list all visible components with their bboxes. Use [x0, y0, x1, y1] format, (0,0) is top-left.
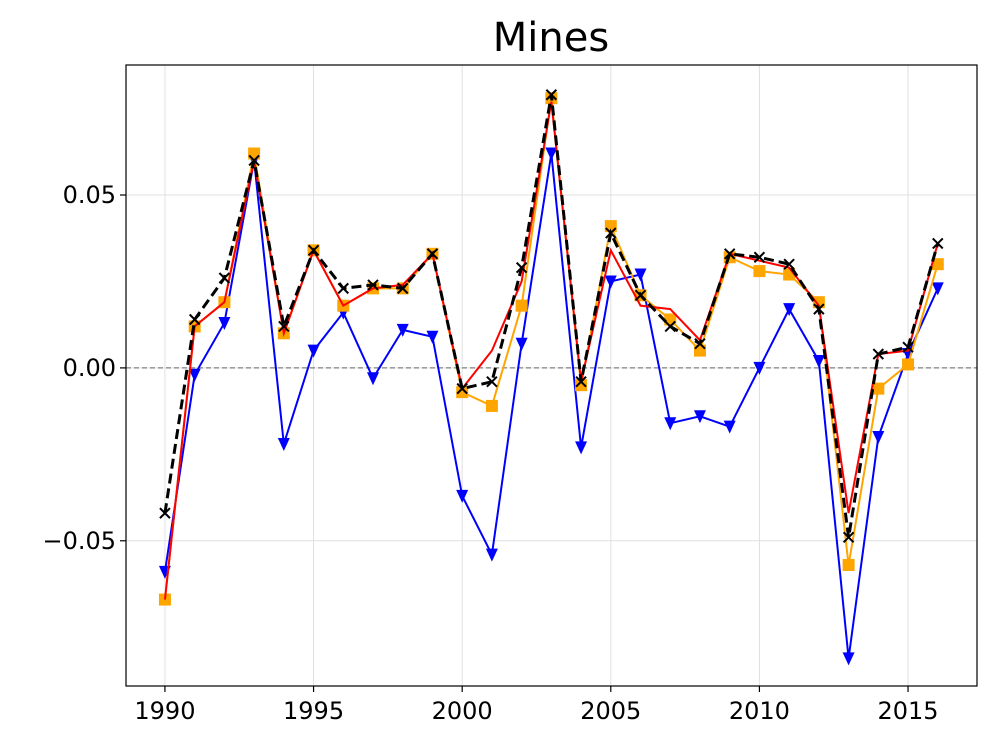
marker	[931, 282, 944, 296]
marker	[693, 344, 706, 357]
marker	[694, 337, 706, 350]
marker	[248, 154, 260, 167]
chart-title: Mines	[493, 15, 609, 61]
marker	[426, 330, 439, 344]
marker	[277, 437, 290, 451]
marker	[456, 382, 468, 395]
marker	[485, 548, 498, 562]
marker	[902, 358, 915, 371]
marker	[664, 320, 676, 333]
x-tick-label: 2000	[432, 697, 493, 725]
marker	[367, 372, 380, 386]
marker	[604, 275, 617, 289]
marker	[783, 258, 795, 270]
marker	[575, 376, 587, 388]
marker	[218, 272, 231, 284]
plot-area	[158, 89, 944, 666]
marker	[753, 265, 766, 278]
marker	[545, 89, 558, 101]
marker	[575, 441, 588, 455]
marker	[456, 386, 469, 399]
marker	[337, 282, 349, 295]
marker	[693, 410, 706, 424]
marker	[485, 399, 498, 412]
marker	[931, 258, 944, 271]
marker	[783, 303, 796, 317]
marker	[664, 313, 677, 326]
marker	[723, 420, 736, 434]
marker	[842, 652, 855, 666]
x-tick-label: 2015	[878, 697, 939, 725]
marker	[902, 341, 914, 353]
marker	[278, 320, 290, 333]
y-tick-label: −0.05	[42, 527, 116, 555]
marker	[486, 376, 498, 388]
marker	[605, 227, 617, 239]
marker	[426, 248, 439, 260]
y-tick-label: 0.05	[63, 181, 116, 209]
y-tick-label: 0.00	[63, 354, 116, 382]
marker	[634, 268, 647, 282]
marker	[515, 337, 528, 351]
marker	[664, 417, 677, 431]
marker	[397, 282, 409, 295]
marker	[307, 244, 320, 257]
marker	[307, 344, 320, 358]
marker	[188, 313, 201, 326]
marker	[218, 316, 231, 330]
marker	[367, 279, 379, 291]
marker	[575, 379, 588, 392]
marker	[753, 361, 766, 375]
marker	[753, 251, 766, 263]
marker	[634, 289, 647, 301]
marker	[932, 237, 944, 250]
marker	[723, 248, 736, 260]
x-tick-label: 2010	[729, 697, 790, 725]
marker	[456, 489, 469, 503]
marker	[545, 147, 558, 161]
plot-frame	[125, 64, 978, 687]
marker	[159, 507, 171, 519]
marker	[842, 558, 855, 571]
marker	[248, 147, 261, 160]
marker	[812, 354, 825, 368]
marker	[515, 299, 528, 312]
x-tick-label: 1995	[283, 697, 344, 725]
marker	[515, 261, 528, 274]
marker	[872, 348, 885, 360]
marker	[396, 323, 409, 337]
marker	[872, 382, 885, 395]
marker	[188, 368, 201, 382]
x-tick-label: 2005	[580, 697, 641, 725]
marker	[813, 303, 825, 315]
marker	[872, 431, 885, 445]
x-tick-label: 1990	[134, 697, 195, 725]
marker	[842, 531, 855, 544]
